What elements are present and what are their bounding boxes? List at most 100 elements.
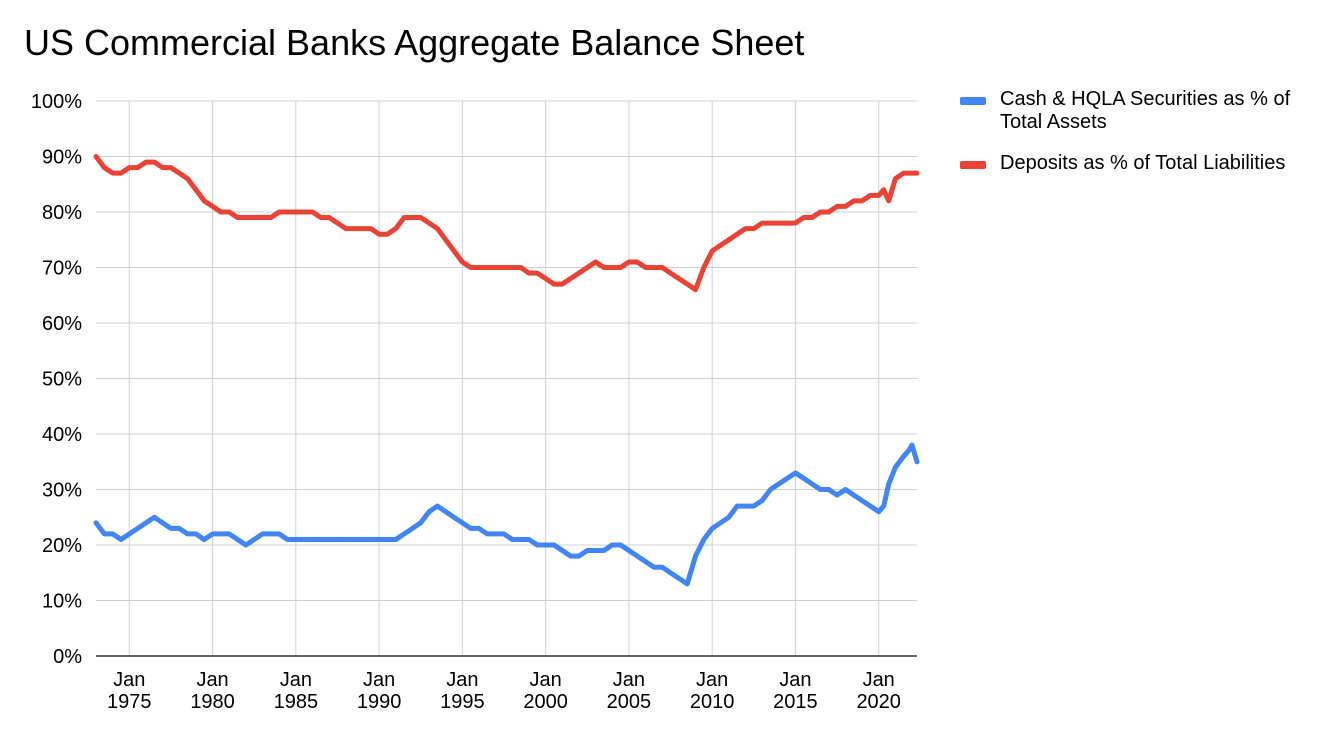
data-point	[494, 266, 498, 269]
data-point	[843, 204, 847, 208]
x-tick-label-year: 1985	[274, 691, 319, 713]
data-point	[610, 543, 614, 547]
data-point	[743, 504, 747, 508]
data-point	[94, 521, 98, 525]
data-point	[635, 554, 639, 558]
x-tick-label-year: 2015	[773, 691, 818, 713]
data-point	[377, 232, 381, 236]
data-point	[810, 482, 814, 486]
data-point	[827, 210, 831, 214]
data-point	[860, 199, 864, 203]
data-point	[777, 221, 781, 225]
data-point	[286, 210, 290, 214]
series-line-1	[93, 154, 920, 293]
data-point	[477, 266, 481, 269]
data-point	[652, 565, 656, 569]
data-point	[452, 249, 456, 253]
data-point	[269, 532, 273, 536]
data-point	[494, 532, 498, 536]
data-point	[410, 526, 414, 530]
data-point	[402, 216, 406, 220]
data-point	[236, 216, 240, 220]
data-point	[385, 537, 389, 541]
data-point	[777, 482, 781, 486]
legend-swatch-deposits	[960, 161, 986, 169]
x-tick-label-month: Jan	[280, 669, 312, 691]
data-point	[627, 549, 631, 553]
data-point	[211, 204, 215, 208]
data-point	[219, 532, 223, 536]
data-point	[710, 526, 714, 530]
data-point	[177, 526, 181, 530]
data-point	[835, 493, 839, 497]
data-point	[327, 216, 331, 220]
data-point	[277, 532, 281, 536]
x-tick-label-year: 1995	[440, 691, 485, 713]
data-point	[802, 216, 806, 220]
y-tick-label: 60%	[42, 313, 82, 335]
x-tick-label-month: Jan	[613, 669, 645, 691]
data-point	[194, 188, 198, 192]
data-point	[627, 260, 631, 264]
data-point	[644, 266, 648, 269]
data-point	[594, 549, 598, 553]
data-point	[702, 266, 706, 269]
data-point	[402, 532, 406, 536]
data-point	[444, 238, 448, 242]
data-point	[768, 488, 772, 491]
data-point	[477, 526, 481, 530]
x-tick-label-year: 1980	[190, 691, 235, 713]
data-point	[760, 221, 764, 225]
data-point	[219, 210, 223, 214]
data-point	[460, 260, 464, 264]
y-tick-label: 40%	[42, 424, 82, 446]
data-point	[544, 543, 548, 547]
data-point	[136, 526, 140, 530]
data-point	[685, 282, 689, 286]
data-point	[410, 216, 414, 220]
data-point	[669, 571, 673, 575]
data-point	[694, 554, 698, 558]
data-point	[169, 166, 173, 170]
data-point	[635, 260, 639, 264]
data-point	[286, 537, 290, 541]
data-point	[152, 515, 156, 519]
y-tick-label: 70%	[42, 258, 82, 280]
data-point	[718, 521, 722, 525]
data-point	[882, 188, 886, 192]
data-point	[294, 537, 298, 541]
data-point	[127, 166, 131, 170]
y-axis-ticks: 0% 10% 20% 30% 40% 50% 60% 70% 80% 90% 100%	[31, 91, 82, 668]
data-point	[560, 282, 564, 286]
data-point	[144, 521, 148, 525]
data-point	[827, 488, 831, 491]
chart-title: US Commercial Banks Aggregate Balance Sh…	[24, 22, 805, 63]
x-tick-label-month: Jan	[363, 669, 395, 691]
data-point	[419, 216, 423, 220]
data-point	[785, 221, 789, 225]
grid-lines	[96, 100, 917, 656]
data-point	[902, 171, 906, 175]
data-point	[585, 266, 589, 269]
data-point	[910, 171, 914, 175]
data-point	[535, 271, 539, 275]
data-point	[887, 199, 891, 203]
data-point	[552, 543, 556, 547]
data-point	[569, 277, 573, 281]
data-point	[585, 549, 589, 553]
data-point	[560, 549, 564, 553]
data-point	[227, 532, 231, 536]
data-point	[843, 488, 847, 491]
x-tick-label-year: 2005	[607, 691, 652, 713]
data-point	[427, 221, 431, 225]
data-point	[244, 543, 248, 547]
data-point	[594, 260, 598, 264]
data-point	[768, 221, 772, 225]
legend-label-deposits: Deposits as % of Total Liabilities	[1000, 152, 1286, 174]
data-point	[669, 271, 673, 275]
data-point	[310, 537, 314, 541]
data-point	[544, 277, 548, 281]
data-point	[907, 171, 911, 175]
data-point	[735, 232, 739, 236]
data-point	[519, 537, 523, 541]
